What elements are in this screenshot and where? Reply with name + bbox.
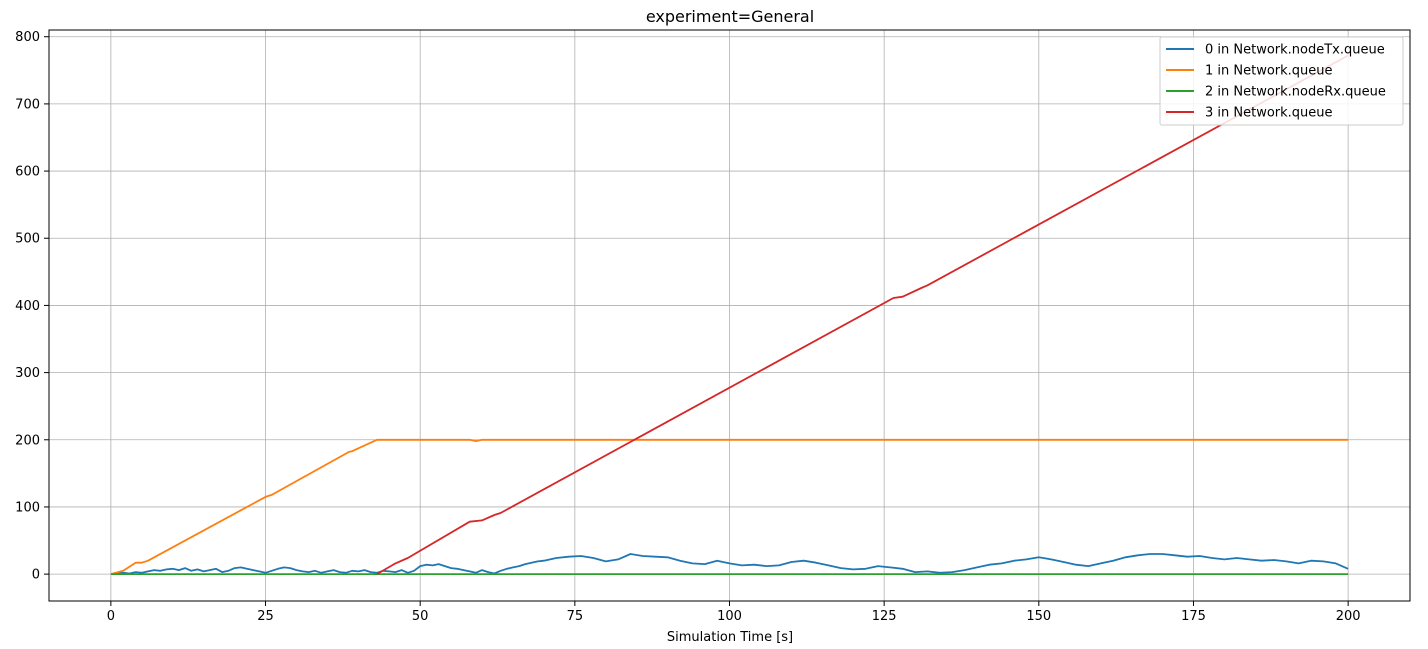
y-tick-label: 400 bbox=[15, 299, 40, 314]
ticks: 0 25 50 75 100 125 150 175 200 0 100 200 300 400 500 60… bbox=[15, 30, 1360, 624]
y-tick-label: 200 bbox=[15, 433, 40, 448]
legend-box bbox=[1159, 36, 1404, 126]
legend: 0 in Network.nodeTx.queue 1 in Network.qu… bbox=[1159, 36, 1404, 126]
x-tick-label: 125 bbox=[872, 609, 897, 624]
y-tick-label: 0 bbox=[32, 568, 40, 583]
x-tick-label: 200 bbox=[1336, 609, 1361, 624]
y-tick-label: 300 bbox=[15, 366, 40, 381]
series-line-3 bbox=[376, 54, 1349, 575]
x-tick-label: 100 bbox=[717, 609, 742, 624]
legend-label-0: 0 in Network.nodeTx.queue bbox=[1205, 43, 1385, 58]
legend-label-2: 2 in Network.nodeRx.queue bbox=[1205, 85, 1386, 100]
y-tick-label: 700 bbox=[15, 97, 40, 112]
y-tick-label: 500 bbox=[15, 232, 40, 247]
series-lines bbox=[110, 54, 1349, 575]
x-tick-label: 150 bbox=[1026, 609, 1051, 624]
x-tick-label: 25 bbox=[257, 609, 274, 624]
x-tick-label: 0 bbox=[107, 609, 115, 624]
x-tick-label: 50 bbox=[412, 609, 429, 624]
series-line-1 bbox=[110, 438, 1349, 575]
y-tick-label: 800 bbox=[15, 30, 40, 45]
legend-label-3: 3 in Network.queue bbox=[1205, 106, 1333, 121]
x-tick-label: 175 bbox=[1181, 609, 1206, 624]
chart-title: experiment=General bbox=[646, 7, 814, 26]
y-tick-label: 600 bbox=[15, 165, 40, 180]
y-tick-label: 100 bbox=[15, 500, 40, 515]
series-line-0 bbox=[110, 553, 1349, 575]
x-tick-label: 75 bbox=[567, 609, 584, 624]
x-axis-title: Simulation Time [s] bbox=[667, 630, 793, 645]
legend-label-1: 1 in Network.queue bbox=[1205, 64, 1333, 79]
